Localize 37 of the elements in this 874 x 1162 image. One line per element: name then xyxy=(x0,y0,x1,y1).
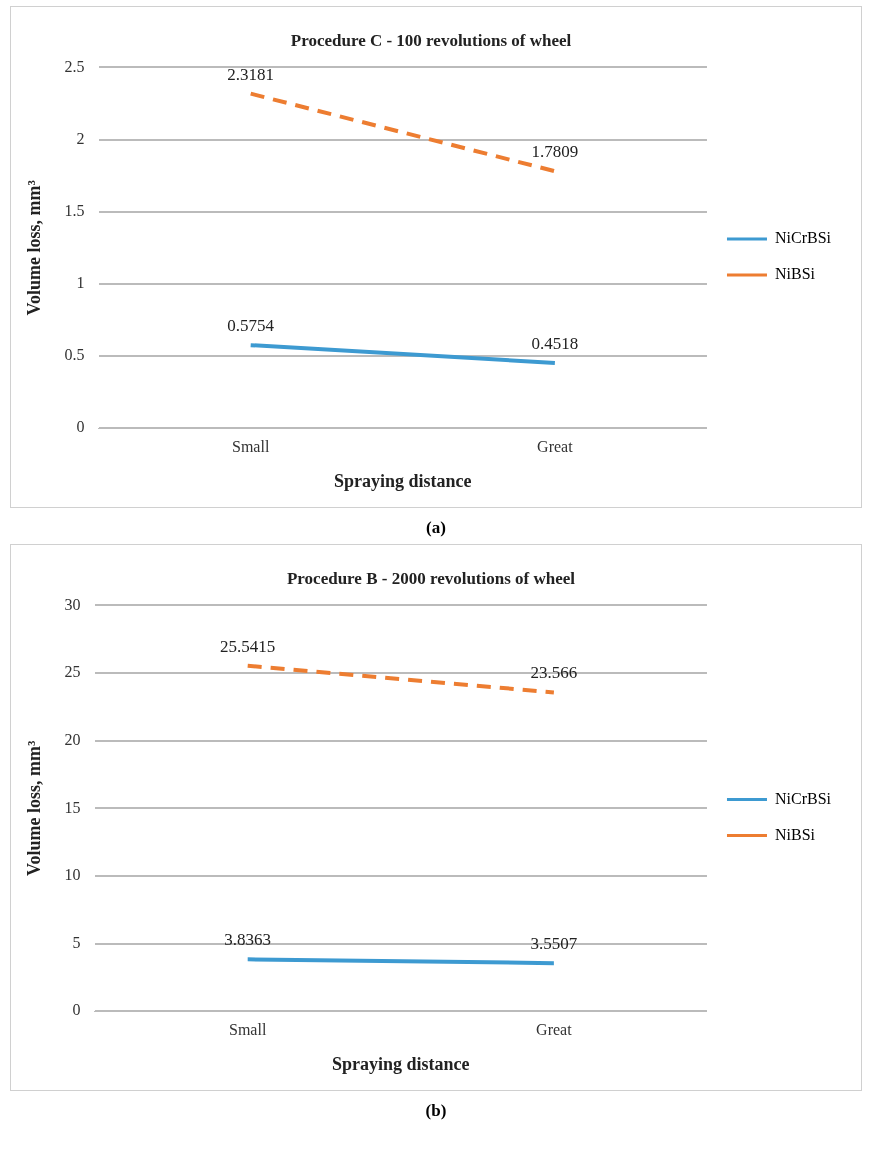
legend-label: NiCrBSi xyxy=(774,789,832,807)
text: (b) xyxy=(424,1101,448,1121)
y-tick-label: 0.5 xyxy=(64,346,85,364)
data-label: 0.4518 xyxy=(531,333,579,353)
x-tick-label: Small xyxy=(229,1021,267,1038)
data-label: 23.566 xyxy=(530,663,578,683)
x-tick-label: Small xyxy=(232,438,270,455)
legend-label: NiBSi xyxy=(774,265,816,283)
y-tick-label: 0 xyxy=(72,1001,81,1019)
y-tick-label: 2 xyxy=(76,129,85,147)
x-tick-label: Great xyxy=(537,438,574,455)
y-tick-label: 25 xyxy=(64,663,81,681)
legend-label: NiBSi xyxy=(774,825,816,843)
y-tick-label: 1.5 xyxy=(64,201,85,219)
y-tick-label: 0 xyxy=(76,418,85,436)
x-axis-title: Spraying distance xyxy=(334,470,472,491)
y-tick-label: 30 xyxy=(64,595,81,613)
data-label: 3.8363 xyxy=(224,930,272,950)
data-label: 1.7809 xyxy=(531,142,579,162)
y-tick-label: 1 xyxy=(76,274,85,292)
legend-label: NiCrBSi xyxy=(774,229,832,247)
text: (a) xyxy=(425,518,447,538)
x-tick-label: Great xyxy=(536,1021,573,1038)
y-tick-label: 5 xyxy=(72,933,81,951)
y-tick-label: 2.5 xyxy=(64,57,85,75)
data-label: 2.3181 xyxy=(227,64,275,84)
y-tick-label: 20 xyxy=(64,730,81,748)
data-label: 25.5415 xyxy=(220,636,276,656)
y-axis-title: Volume loss, mm³ xyxy=(24,740,45,876)
y-tick-label: 15 xyxy=(64,798,81,816)
data-label: 3.5507 xyxy=(530,934,578,954)
chart-title: Procedure C - 100 revolutions of wheel xyxy=(290,30,572,50)
x-axis-title: Spraying distance xyxy=(332,1053,470,1074)
chart-title: Procedure B - 2000 revolutions of wheel xyxy=(286,568,576,588)
y-axis-title: Volume loss, mm³ xyxy=(24,179,45,316)
y-tick-label: 10 xyxy=(64,866,81,884)
data-label: 0.5754 xyxy=(227,316,275,336)
